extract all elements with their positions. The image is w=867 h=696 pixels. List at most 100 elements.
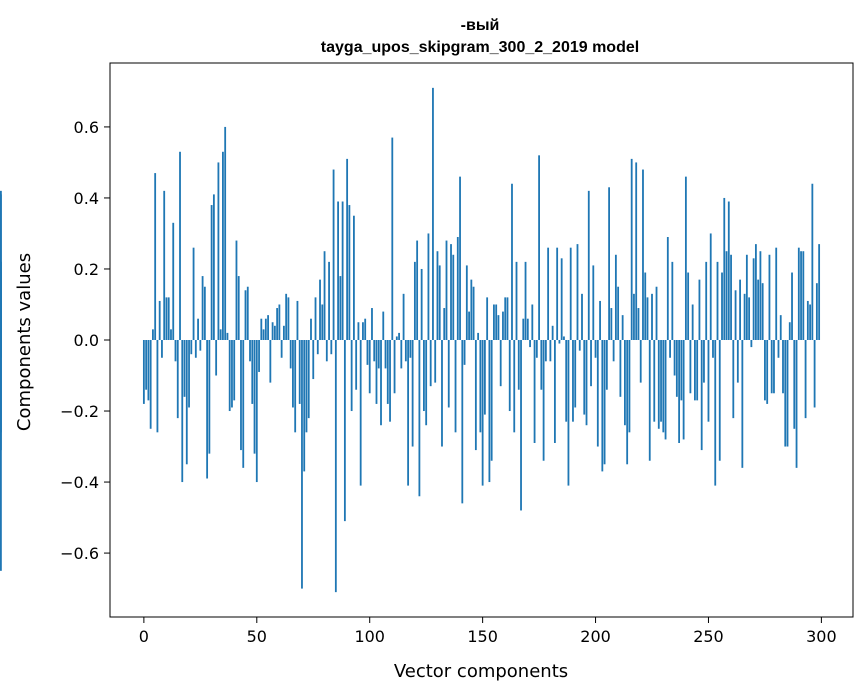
bar-212 (621, 315, 624, 340)
bar-157 (497, 315, 500, 340)
bar-135 (447, 340, 450, 408)
bar-199 (592, 265, 595, 340)
bar-234 (671, 261, 674, 340)
bar-236 (675, 340, 678, 397)
y-tick-label: 0.6 (74, 118, 99, 137)
bar-159 (502, 311, 504, 340)
bar-171 (529, 340, 531, 348)
bar-238 (680, 340, 683, 401)
bar-12 (170, 329, 172, 340)
bar-272 (757, 279, 760, 340)
y-axis-ticks: −0.6 −0.4 −0.2 0.0 0.2 0.4 0.6 (60, 118, 110, 563)
bar-120 (413, 261, 416, 340)
bar-65 (289, 340, 292, 369)
bar-23 (194, 340, 197, 358)
bar-63 (285, 293, 288, 340)
bar-64 (287, 297, 290, 340)
bar-148 (477, 332, 480, 340)
bar-74 (310, 318, 312, 340)
bar-281 (777, 340, 780, 358)
bar-258 (725, 251, 728, 340)
bar-29 (208, 340, 211, 454)
bar-155 (493, 304, 495, 340)
bar-14 (174, 340, 177, 362)
bar-45 (244, 290, 247, 340)
x-tick-label: 0 (139, 627, 149, 646)
bar-25 (199, 340, 202, 351)
bar-18 (183, 340, 186, 397)
bar-57 (271, 322, 274, 340)
bar-70 (301, 340, 303, 589)
bar-195 (583, 340, 586, 415)
bar-66 (292, 340, 294, 408)
bar-75 (312, 340, 315, 380)
y-tick-label: 0.4 (74, 189, 99, 208)
bar-30 (210, 205, 213, 340)
bar-249 (705, 261, 708, 340)
bar-94 (355, 340, 358, 390)
bar-141 (461, 340, 464, 504)
bar-76 (314, 297, 317, 340)
bar-193 (578, 340, 581, 351)
bar-218 (635, 162, 638, 340)
bar-16 (179, 151, 181, 340)
bar-140 (459, 176, 461, 340)
bar-176 (540, 340, 543, 390)
bar-210 (617, 286, 620, 340)
bar-4 (152, 329, 154, 340)
bar-113 (398, 332, 400, 340)
bar-26 (201, 276, 204, 340)
bar-77 (316, 340, 319, 355)
bar-209 (614, 254, 617, 340)
bar-13 (172, 222, 175, 340)
bar-187 (565, 340, 568, 422)
bar-175 (538, 155, 540, 340)
bar-293 (804, 340, 807, 419)
bar-31 (212, 194, 215, 340)
bar-96 (359, 340, 362, 486)
bar-15 (176, 340, 179, 419)
bar-56 (269, 340, 272, 383)
bar-59 (276, 308, 279, 340)
bar-133 (443, 308, 446, 340)
bar-156 (495, 304, 498, 340)
bar-103 (375, 340, 378, 404)
bar-222 (644, 272, 647, 340)
bar-167 (520, 340, 522, 511)
bar-151 (483, 340, 486, 415)
bar-164 (513, 340, 516, 433)
bar-81 (325, 340, 328, 362)
bar-196 (585, 340, 588, 426)
bar-168 (522, 318, 525, 340)
x-tick-label: 300 (806, 627, 837, 646)
bar-230 (662, 340, 665, 433)
bar-43 (240, 340, 242, 451)
bar-83 (330, 340, 333, 355)
bar-288 (793, 340, 796, 429)
bar-225 (651, 293, 653, 340)
bar-126 (427, 233, 430, 340)
bar-203 (601, 340, 604, 472)
bar-179 (547, 247, 550, 340)
bar-206 (608, 187, 610, 340)
bar-97 (362, 322, 364, 340)
bar-240 (684, 176, 687, 340)
bar-182 (553, 340, 556, 443)
bar-40 (233, 340, 236, 401)
bar-80 (323, 251, 326, 340)
bar-213 (624, 340, 626, 426)
bar-146 (472, 286, 475, 340)
bar-48 (251, 340, 254, 404)
bar-118 (409, 340, 412, 358)
bar-47 (249, 340, 251, 362)
bar-294 (806, 300, 809, 340)
bar-243 (691, 304, 694, 340)
bar-101 (371, 308, 373, 340)
bar-174 (535, 340, 538, 358)
bar-219 (637, 308, 640, 340)
bar-119 (411, 340, 414, 447)
bar-undefined (0, 340, 2, 571)
bar-266 (743, 293, 746, 340)
bar-124 (423, 340, 425, 412)
bar-17 (181, 340, 184, 483)
